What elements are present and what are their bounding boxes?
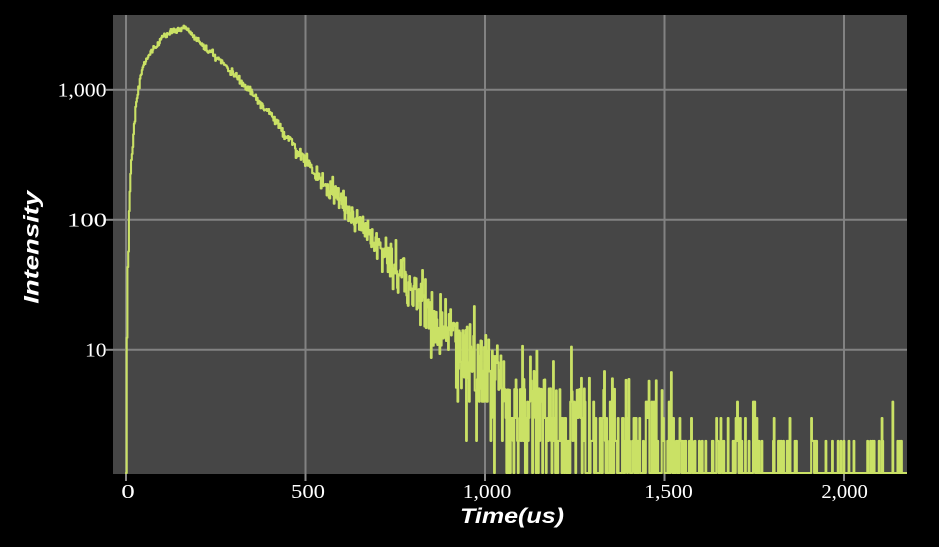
svg-text:1,500: 1,500	[644, 481, 693, 503]
svg-text:2,000: 2,000	[821, 481, 868, 503]
svg-text:0: 0	[121, 481, 135, 503]
svg-text:1,000: 1,000	[463, 481, 512, 503]
svg-text:1,000: 1,000	[58, 80, 107, 102]
svg-text:100: 100	[67, 210, 107, 232]
svg-text:500: 500	[291, 481, 325, 503]
svg-text:10: 10	[85, 339, 107, 361]
svg-text:Time(us): Time(us)	[460, 505, 564, 528]
svg-text:Intensity: Intensity	[21, 189, 44, 304]
